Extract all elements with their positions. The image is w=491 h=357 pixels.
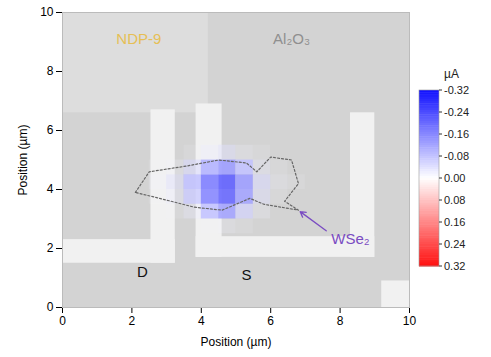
- svg-text:10: 10: [403, 314, 417, 328]
- svg-text:0.32: 0.32: [444, 260, 465, 272]
- svg-text:8: 8: [47, 64, 54, 78]
- svg-text:6: 6: [47, 123, 54, 137]
- svg-text:6: 6: [267, 314, 274, 328]
- svg-text:NDP-9: NDP-9: [116, 30, 161, 47]
- svg-text:10: 10: [40, 5, 54, 19]
- svg-text:2: 2: [129, 314, 136, 328]
- svg-text:4: 4: [47, 182, 54, 196]
- svg-text:0.16: 0.16: [444, 216, 465, 228]
- svg-text:2: 2: [47, 241, 54, 255]
- svg-text:0.00: 0.00: [444, 172, 465, 184]
- svg-text:4: 4: [198, 314, 205, 328]
- svg-text:D: D: [137, 263, 148, 280]
- svg-text:0.08: 0.08: [444, 194, 465, 206]
- svg-text:-0.08: -0.08: [444, 150, 469, 162]
- svg-text:-0.32: -0.32: [444, 84, 469, 96]
- svg-text:0: 0: [59, 314, 66, 328]
- svg-text:Al₂O₃: Al₂O₃: [273, 30, 310, 47]
- svg-text:Position (µm): Position (µm): [201, 335, 272, 349]
- svg-text:S: S: [241, 266, 251, 283]
- svg-text:Position (µm): Position (µm): [16, 125, 30, 196]
- svg-text:8: 8: [337, 314, 344, 328]
- svg-text:µA: µA: [444, 67, 459, 81]
- svg-text:-0.16: -0.16: [444, 128, 469, 140]
- svg-text:-0.24: -0.24: [444, 106, 469, 118]
- svg-text:0.24: 0.24: [444, 238, 465, 250]
- svg-text:0: 0: [47, 300, 54, 314]
- svg-text:WSe₂: WSe₂: [331, 230, 370, 247]
